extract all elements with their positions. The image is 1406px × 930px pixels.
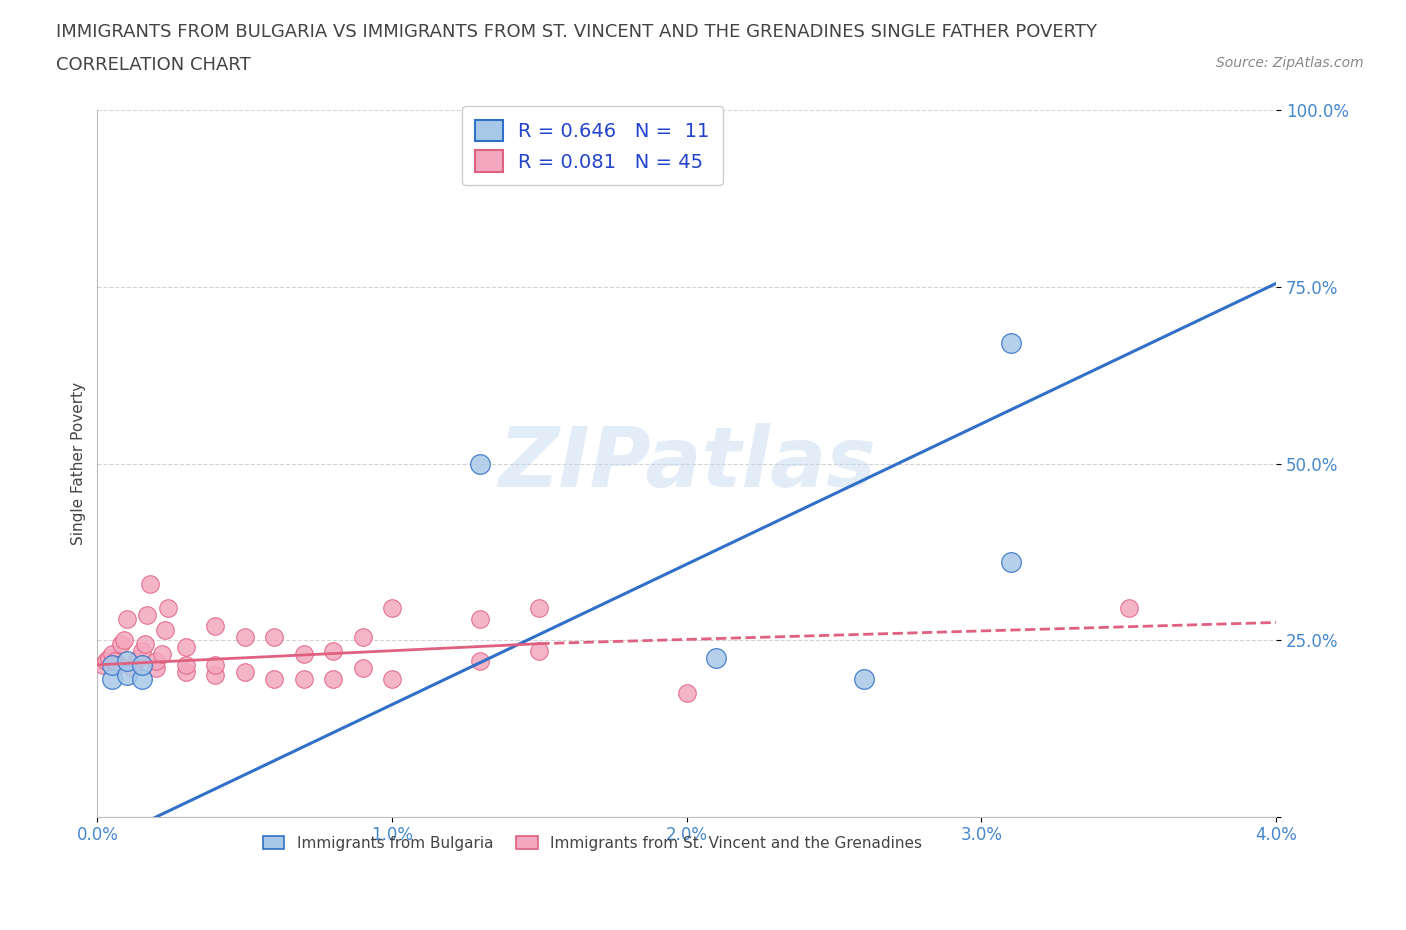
Point — [322, 671, 344, 686]
Point — [157, 601, 180, 616]
Point — [470, 456, 492, 471]
Point — [292, 671, 315, 686]
Point — [153, 622, 176, 637]
Text: ZIPatlas: ZIPatlas — [498, 423, 876, 504]
Point — [322, 644, 344, 658]
Point — [174, 658, 197, 672]
Point — [139, 577, 162, 591]
Point — [128, 650, 150, 665]
Point — [136, 608, 159, 623]
Point — [131, 658, 153, 672]
Point — [115, 654, 138, 669]
Point — [174, 664, 197, 679]
Point — [91, 658, 114, 672]
Point — [529, 644, 551, 658]
Point — [1000, 336, 1022, 351]
Point — [131, 671, 153, 686]
Point — [131, 644, 153, 658]
Point — [352, 630, 374, 644]
Point — [381, 601, 404, 616]
Point — [529, 601, 551, 616]
Point — [233, 664, 256, 679]
Point — [134, 636, 156, 651]
Point — [1000, 555, 1022, 570]
Legend: Immigrants from Bulgaria, Immigrants from St. Vincent and the Grenadines: Immigrants from Bulgaria, Immigrants fro… — [256, 829, 929, 858]
Point — [115, 668, 138, 683]
Point — [204, 658, 226, 672]
Point — [98, 650, 121, 665]
Point — [852, 671, 875, 686]
Text: Source: ZipAtlas.com: Source: ZipAtlas.com — [1216, 56, 1364, 70]
Point — [292, 646, 315, 661]
Y-axis label: Single Father Poverty: Single Father Poverty — [72, 382, 86, 545]
Point — [112, 632, 135, 647]
Point — [101, 646, 124, 661]
Point — [470, 654, 492, 669]
Point — [233, 630, 256, 644]
Point — [107, 658, 129, 672]
Point — [115, 612, 138, 627]
Point — [704, 650, 727, 665]
Point — [204, 618, 226, 633]
Point — [470, 612, 492, 627]
Point — [101, 671, 124, 686]
Point — [263, 630, 285, 644]
Point — [1118, 601, 1140, 616]
Point — [174, 640, 197, 655]
Point — [204, 668, 226, 683]
Point — [145, 654, 167, 669]
Point — [124, 654, 146, 669]
Text: IMMIGRANTS FROM BULGARIA VS IMMIGRANTS FROM ST. VINCENT AND THE GRENADINES SINGL: IMMIGRANTS FROM BULGARIA VS IMMIGRANTS F… — [56, 23, 1097, 41]
Point — [263, 671, 285, 686]
Point — [381, 671, 404, 686]
Point — [121, 661, 143, 676]
Text: CORRELATION CHART: CORRELATION CHART — [56, 56, 252, 73]
Point — [675, 685, 697, 700]
Point — [110, 636, 132, 651]
Point — [150, 646, 173, 661]
Point — [101, 658, 124, 672]
Point — [145, 661, 167, 676]
Point — [96, 654, 118, 669]
Point — [352, 661, 374, 676]
Point — [104, 654, 127, 669]
